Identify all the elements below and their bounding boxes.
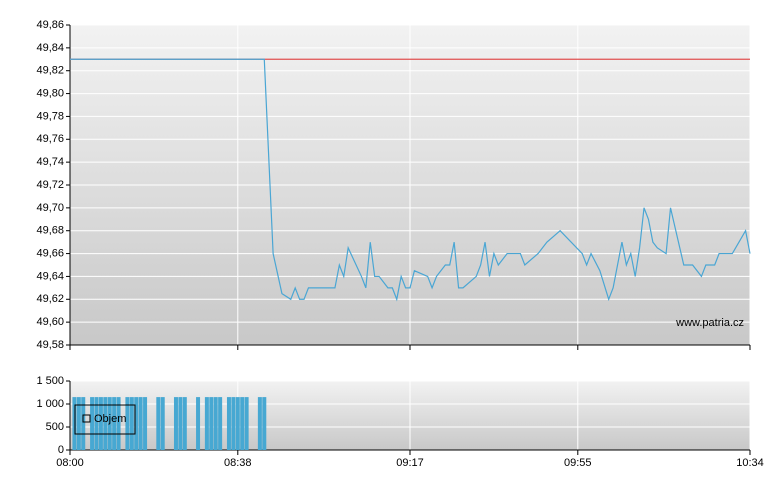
y-tick-label: 49,68 <box>36 225 64 237</box>
volume-bar <box>156 397 161 450</box>
volume-bar <box>213 397 218 450</box>
volume-bar <box>160 397 165 450</box>
volume-bar <box>98 397 103 450</box>
y-tick-label: 1 500 <box>36 375 64 387</box>
x-tick-label: 08:38 <box>224 457 252 469</box>
y-tick-label: 49,84 <box>36 42 64 54</box>
watermark: www.patria.cz <box>675 317 744 329</box>
volume-bar <box>72 397 77 450</box>
volume-bar <box>138 397 143 450</box>
y-tick-label: 1 000 <box>36 398 64 410</box>
volume-bar <box>226 397 231 450</box>
y-tick-label: 49,60 <box>36 316 64 328</box>
y-tick-label: 0 <box>58 444 64 456</box>
volume-bar <box>81 397 86 450</box>
y-tick-label: 49,82 <box>36 65 64 77</box>
volume-bar <box>76 397 81 450</box>
x-tick-label: 08:00 <box>56 457 84 469</box>
y-tick-label: 49,78 <box>36 110 64 122</box>
y-tick-label: 49,66 <box>36 247 64 259</box>
price-line <box>70 58 751 302</box>
y-tick-label: 500 <box>46 421 64 433</box>
y-tick-label: 49,76 <box>36 133 64 145</box>
volume-bar <box>129 397 134 450</box>
volume-bar <box>143 397 148 450</box>
legend-label: Objem <box>94 413 126 425</box>
volume-bar <box>240 397 245 450</box>
volume-bar <box>182 397 187 450</box>
y-tick-label: 49,74 <box>36 156 64 168</box>
volume-bar <box>94 397 99 450</box>
volume-bar <box>116 397 121 450</box>
x-tick-label: 10:34 <box>736 457 764 469</box>
y-tick-label: 49,86 <box>36 19 64 31</box>
volume-bar <box>112 397 117 450</box>
volume-bar <box>173 397 178 450</box>
y-tick-label: 49,72 <box>36 179 64 191</box>
x-tick-label: 09:17 <box>396 457 424 469</box>
y-tick-label: 49,62 <box>36 293 64 305</box>
legend-swatch <box>82 414 91 423</box>
volume-bar <box>90 397 95 450</box>
y-tick-label: 49,64 <box>36 270 64 282</box>
volume-bar <box>244 397 249 450</box>
volume-bar <box>125 397 130 450</box>
volume-bar <box>134 397 139 450</box>
volume-bar <box>196 397 201 450</box>
volume-bar <box>231 397 236 450</box>
volume-bar <box>209 397 214 450</box>
volume-bar <box>235 397 240 450</box>
volume-bar <box>107 397 112 450</box>
y-tick-label: 49,58 <box>36 339 64 351</box>
legend-box <box>74 404 136 435</box>
y-tick-label: 49,70 <box>36 202 64 214</box>
volume-bar <box>257 397 262 450</box>
volume-bar <box>218 397 223 450</box>
y-tick-label: 49,80 <box>36 87 64 99</box>
x-tick-label: 09:55 <box>564 457 592 469</box>
volume-bar <box>204 397 209 450</box>
volume-bar <box>262 397 267 450</box>
volume-bar <box>178 397 183 450</box>
volume-bar <box>103 397 108 450</box>
